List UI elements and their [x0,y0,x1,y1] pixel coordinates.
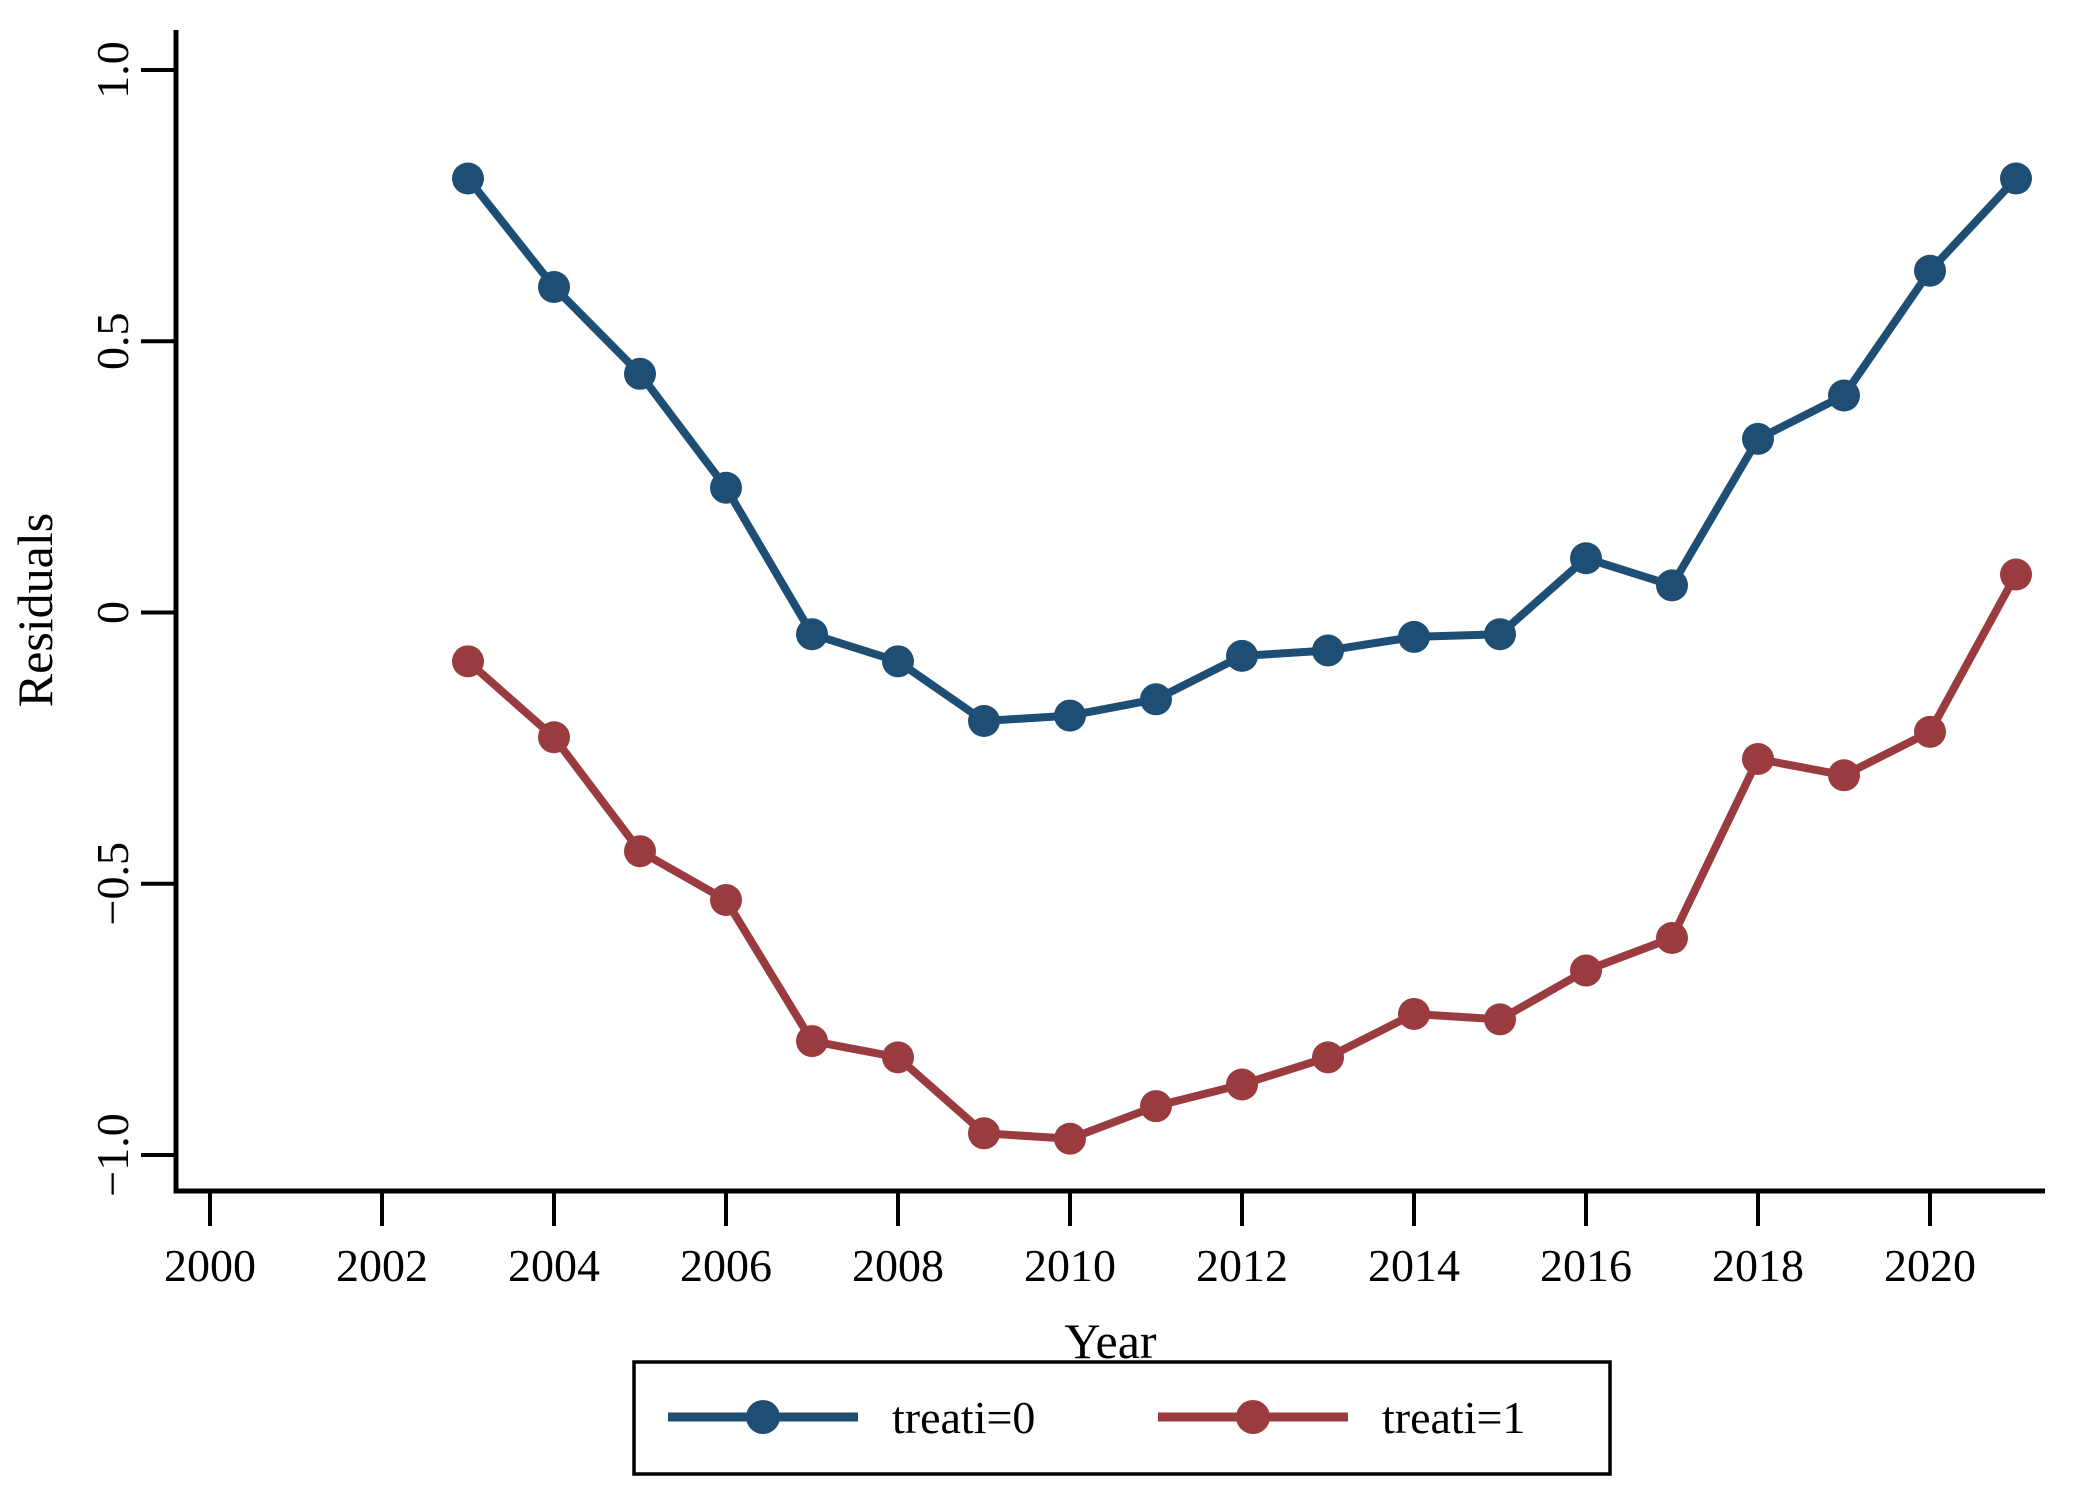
x-tick-label: 2018 [1712,1240,1804,1291]
data-point-marker [1140,1090,1172,1123]
data-point-marker [968,705,1000,737]
x-tick-label: 2010 [1024,1240,1116,1291]
legend-entry: treati=0 [668,1392,1035,1443]
x-tick-label: 2020 [1884,1240,1976,1291]
data-point-marker [2000,558,2032,591]
data-point-marker [1656,922,1688,954]
x-tick-label: 2006 [680,1240,772,1291]
data-point-marker [1570,954,1602,987]
series-treati-0 [452,162,2032,737]
data-point-marker [1054,1122,1086,1155]
data-point-marker [624,357,656,390]
data-point-marker [1828,379,1860,412]
data-point-marker [624,835,656,868]
data-point-marker [1914,254,1946,287]
series-line [464,175,2019,725]
data-point-marker [1140,683,1172,716]
legend-marker [1236,1400,1270,1434]
data-point-marker [796,1025,828,1058]
y-tick-label: −0.5 [87,842,138,925]
y-tick-label: 0.5 [87,313,138,371]
data-point-marker [538,721,570,754]
data-point-marker [1742,422,1774,455]
data-point-marker [452,162,484,195]
legend-label: treati=0 [892,1392,1035,1443]
data-point-marker [1742,742,1774,775]
data-point-marker [452,645,484,678]
data-point-marker [1226,1068,1258,1101]
legend-label: treati=1 [1382,1392,1525,1443]
x-tick-label: 2000 [164,1240,256,1291]
data-point-marker [1656,569,1688,602]
data-point-marker [796,618,828,651]
data-point-marker [710,884,742,917]
x-tick-label: 2002 [336,1240,428,1291]
data-point-marker [1828,759,1860,792]
x-tick-label: 2008 [852,1240,944,1291]
data-point-marker [538,271,570,303]
x-axis-title: Year [1064,1313,1156,1369]
legend-marker [746,1400,780,1434]
legend-entry: treati=1 [1158,1392,1525,1443]
x-tick-label: 2014 [1368,1240,1460,1291]
data-point-marker [882,1041,914,1074]
y-tick-label: 1.0 [87,41,138,99]
x-tick-label: 2016 [1540,1240,1632,1291]
legend: treati=0 treati=1 [632,1360,1612,1476]
series-treati-1 [452,558,2032,1155]
data-point-marker [1312,634,1344,667]
data-point-marker [1054,699,1086,732]
data-point-marker [1312,1041,1344,1074]
x-tick-label: 2012 [1196,1240,1288,1291]
data-point-marker [1570,542,1602,575]
y-axis-title: Residuals [7,513,63,707]
data-point-marker [1398,997,1430,1030]
y-tick-label: 0 [87,601,138,624]
y-tick-label: −1.0 [87,1113,138,1196]
data-point-marker [1484,618,1516,651]
data-point-marker [1914,715,1946,748]
data-point-marker [1226,639,1258,672]
data-point-marker [710,471,742,504]
data-point-marker [1484,1003,1516,1036]
x-tick-label: 2004 [508,1240,600,1291]
data-point-marker [968,1117,1000,1150]
data-point-marker [1398,620,1430,653]
data-point-marker [2000,162,2032,195]
data-point-marker [882,645,914,678]
